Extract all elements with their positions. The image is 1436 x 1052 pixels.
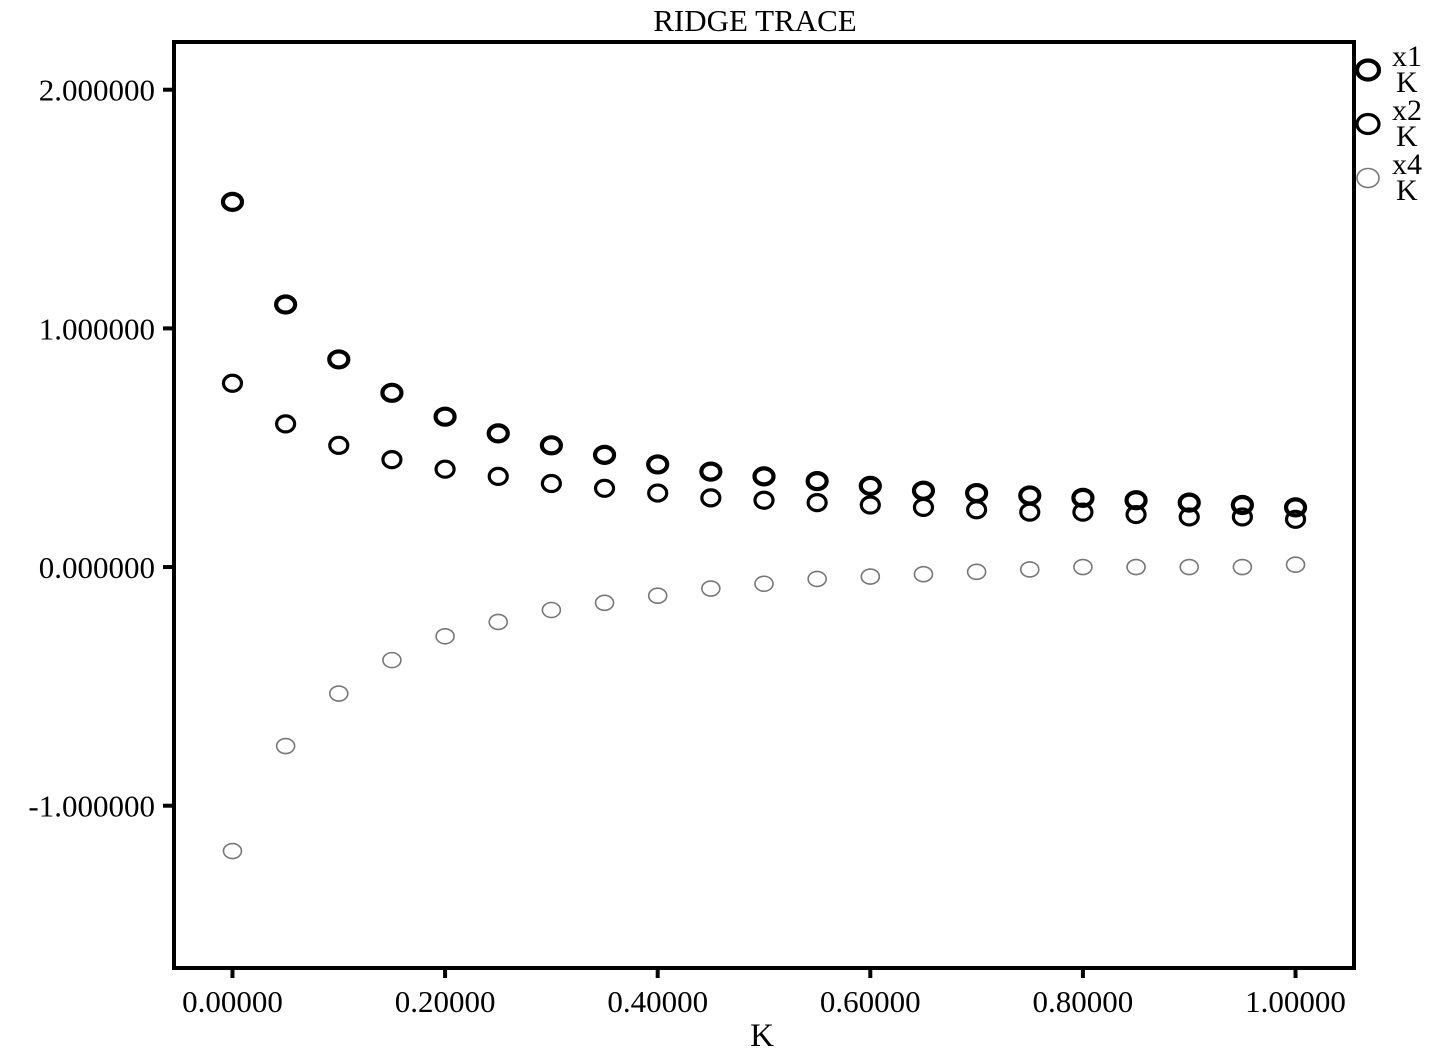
point-x2 xyxy=(806,493,828,513)
point-x1 xyxy=(699,461,723,482)
point-x1 xyxy=(1177,492,1201,513)
legend-marker-x2 xyxy=(1355,112,1381,136)
point-x4 xyxy=(807,570,827,588)
legend-label-x1: x1 xyxy=(1392,40,1422,73)
point-x2 xyxy=(859,495,881,515)
legend-sublabel-x2: K xyxy=(1396,120,1418,153)
point-x2 xyxy=(647,483,669,503)
point-x2 xyxy=(328,435,350,455)
point-x1 xyxy=(965,482,989,504)
point-x2 xyxy=(1072,502,1094,522)
point-x1 xyxy=(220,191,245,213)
point-x2 xyxy=(700,488,722,508)
x-tick-label: 1.00000 xyxy=(1245,984,1346,1019)
point-x4 xyxy=(701,580,721,597)
x-tick-label: 0.80000 xyxy=(1033,984,1134,1019)
point-x4 xyxy=(1285,556,1306,573)
point-x1 xyxy=(858,475,882,497)
point-x4 xyxy=(435,627,455,645)
legend-label-x4: x4 xyxy=(1392,148,1422,181)
legend-marker-x1 xyxy=(1354,58,1382,82)
y-tick-label: 0.000000 xyxy=(39,550,155,585)
point-x1 xyxy=(752,466,776,487)
point-x2 xyxy=(275,414,297,434)
point-x1 xyxy=(1283,497,1308,518)
plot-frame xyxy=(172,40,1356,970)
point-x2 xyxy=(912,497,935,517)
legend-sublabel-x1: K xyxy=(1396,66,1418,99)
y-axis: 2.000000 1.000000 0.000000 -1.000000 xyxy=(28,73,174,824)
point-x1 xyxy=(592,444,617,465)
y-tick-label: 2.000000 xyxy=(39,73,155,108)
point-x4 xyxy=(1019,561,1040,578)
point-x2 xyxy=(753,490,775,510)
point-x1 xyxy=(1124,490,1148,511)
legend-label-x2: x2 xyxy=(1392,94,1422,127)
point-x4 xyxy=(382,651,402,669)
point-x4 xyxy=(754,575,774,593)
legend-marker-x4 xyxy=(1356,167,1380,189)
point-x1 xyxy=(274,294,298,315)
point-x4 xyxy=(860,568,881,585)
point-x1 xyxy=(539,435,563,456)
point-x2 xyxy=(1019,502,1041,522)
point-x4 xyxy=(966,563,987,581)
point-x1 xyxy=(1071,487,1095,508)
point-x2 xyxy=(1231,507,1253,527)
x-tick-label: 0.60000 xyxy=(820,984,921,1019)
point-x4 xyxy=(913,565,934,583)
point-x1 xyxy=(805,471,829,492)
x-tick-label: 0.20000 xyxy=(395,984,496,1019)
legend-sublabel-x4: K xyxy=(1396,174,1418,207)
point-x4 xyxy=(594,594,615,612)
point-x4 xyxy=(647,587,668,604)
point-x2 xyxy=(434,459,456,479)
point-x2 xyxy=(966,500,988,520)
x-axis-title: K xyxy=(750,1018,774,1052)
point-x2 xyxy=(487,466,509,486)
point-x2 xyxy=(540,473,562,494)
y-tick-label: 1.000000 xyxy=(39,311,155,346)
point-x1 xyxy=(327,349,351,370)
y-tick-label: -1.000000 xyxy=(28,789,155,824)
point-x2 xyxy=(1178,507,1200,527)
point-x2 xyxy=(593,478,616,498)
point-x2 xyxy=(221,373,244,393)
data-points xyxy=(220,191,1308,860)
point-x1 xyxy=(433,406,457,427)
point-x1 xyxy=(646,454,670,475)
x-tick-label: 0.00000 xyxy=(182,984,283,1019)
point-x4 xyxy=(328,685,349,702)
point-x1 xyxy=(486,423,510,444)
point-x4 xyxy=(1232,558,1253,576)
x-tick-label: 0.40000 xyxy=(607,984,708,1019)
x-axis: 0.00000 0.20000 0.40000 0.60000 0.80000 1.000… xyxy=(182,968,1346,1019)
point-x2 xyxy=(1125,504,1147,525)
point-x4 xyxy=(222,842,243,860)
point-x4 xyxy=(488,613,509,631)
point-x4 xyxy=(1179,558,1200,576)
point-x1 xyxy=(911,480,936,501)
point-x4 xyxy=(541,601,562,619)
point-x4 xyxy=(1126,558,1146,576)
point-x2 xyxy=(381,450,403,470)
chart-title: RIDGE TRACE xyxy=(653,3,857,38)
point-x2 xyxy=(1284,509,1307,529)
point-x1 xyxy=(1018,485,1042,506)
point-x1 xyxy=(1230,494,1254,516)
point-x1 xyxy=(380,382,404,403)
point-x4 xyxy=(1073,558,1093,576)
point-x4 xyxy=(275,737,296,755)
